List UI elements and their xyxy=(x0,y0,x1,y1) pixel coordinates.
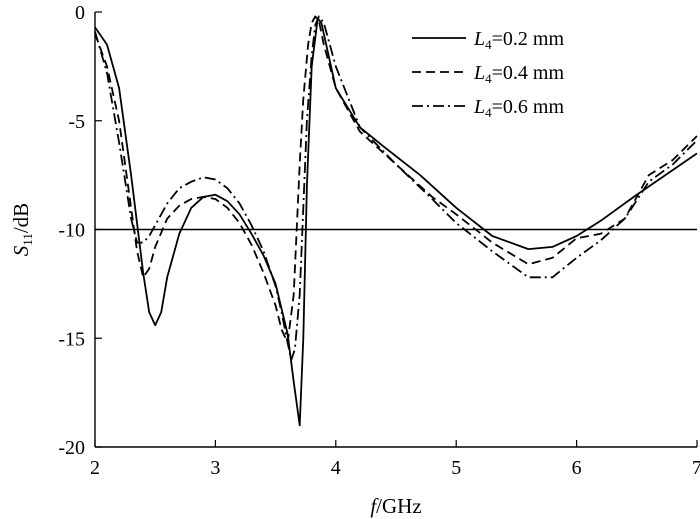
x-tick-label: 5 xyxy=(451,457,461,479)
legend-label-2: L4=0.4 mm xyxy=(473,62,564,86)
series-layer xyxy=(94,15,698,427)
series-line-2 xyxy=(94,15,698,344)
y-axis-title: S11/dB xyxy=(9,203,35,256)
x-tick-label: 7 xyxy=(692,457,700,479)
x-axis-title: f/GHz xyxy=(370,494,421,518)
x-tick-label: 6 xyxy=(572,457,582,479)
legend: L4=0.2 mm L4=0.4 mm L4=0.6 mm xyxy=(412,28,564,120)
y-tick-label: -5 xyxy=(68,111,85,133)
axes: 2 3 4 5 6 7 0 -5 -10 -15 -20 xyxy=(58,2,700,479)
y-tick-label: -10 xyxy=(58,220,85,242)
x-ticks: 2 3 4 5 6 7 xyxy=(90,440,700,479)
series-line-1 xyxy=(94,17,698,427)
plot-area xyxy=(94,15,698,427)
x-tick-label: 3 xyxy=(210,457,220,479)
x-tick-label: 2 xyxy=(90,457,100,479)
y-tick-label: -20 xyxy=(58,437,85,459)
legend-label-3: L4=0.6 mm xyxy=(473,96,564,120)
series-line-3 xyxy=(94,15,698,361)
y-tick-label: -15 xyxy=(58,328,85,350)
y-tick-label: 0 xyxy=(75,2,85,24)
x-tick-label: 4 xyxy=(331,457,341,479)
legend-label-1: L4=0.2 mm xyxy=(473,28,564,52)
y-ticks: 0 -5 -10 -15 -20 xyxy=(58,2,102,459)
